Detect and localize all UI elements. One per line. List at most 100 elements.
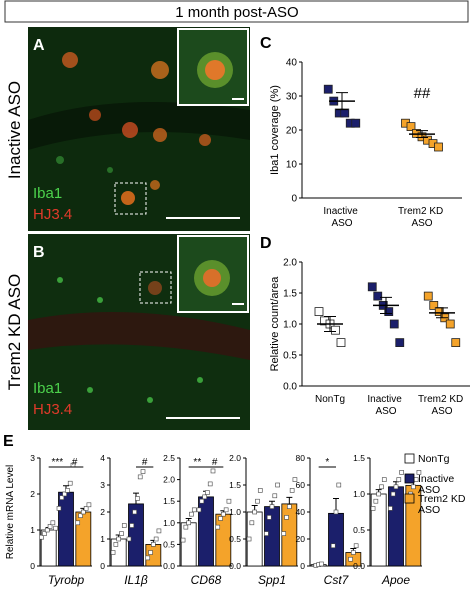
data-point (389, 319, 399, 329)
data-point (218, 516, 223, 521)
y-tick-label: 0.5 (283, 351, 297, 362)
y-tick-label: 40 (296, 507, 306, 517)
y-tick-label: 1.5 (229, 480, 241, 490)
y-tick-label: 4 (100, 453, 105, 463)
legend-swatch (404, 493, 415, 504)
bar (58, 491, 74, 567)
data-point (255, 498, 260, 504)
data-point (353, 543, 359, 549)
panel-letter: B (33, 244, 45, 261)
data-point (50, 520, 56, 526)
bar (328, 512, 344, 567)
error-bar (416, 130, 428, 138)
y-tick-label: 0.0 (353, 561, 365, 571)
data-point (416, 470, 422, 475)
comparison-label: # (72, 457, 78, 468)
legend-swatch (404, 473, 415, 484)
data-point (373, 291, 383, 301)
y-tick-label: 1.5 (353, 453, 365, 463)
data-point (351, 550, 356, 555)
data-point (370, 506, 376, 511)
error-bar (324, 316, 336, 332)
data-point (116, 536, 121, 542)
data-point (384, 307, 394, 317)
data-point (399, 470, 404, 475)
data-point (376, 491, 381, 497)
data-point (44, 527, 50, 533)
row-label: Trem2 KD ASO (5, 274, 24, 391)
y-tick-label: 2.5 (163, 453, 175, 463)
y-tick-label: 0.5 (353, 525, 365, 535)
legend-label: Inactive ASO (418, 473, 457, 496)
y-tick-label: 3 (100, 480, 105, 490)
comparison-label: * (325, 457, 329, 468)
data-point (292, 477, 298, 482)
stain-label: Iba1 (33, 380, 62, 397)
data-point (390, 491, 396, 497)
data-point (191, 507, 197, 513)
data-point (180, 537, 186, 543)
comparison-label: *** (51, 457, 63, 468)
data-point (287, 504, 292, 509)
x-tick-label: Inactive ASO (367, 394, 404, 417)
panel-letter: E (3, 433, 14, 450)
data-point (351, 118, 361, 128)
data-point (81, 509, 86, 515)
y-tick-label: 0.0 (283, 382, 297, 393)
y-tick-label: 60 (296, 480, 306, 490)
gene-label: Cst7 (324, 573, 350, 587)
y-tick-label: 1.0 (229, 507, 241, 517)
comparison-label: # (142, 457, 148, 468)
header-box (4, 0, 469, 23)
data-point (331, 325, 340, 335)
y-tick-label: 2 (100, 507, 105, 517)
data-point (423, 291, 433, 301)
y-tick-label: 1.5 (163, 496, 175, 506)
legend-swatch (404, 453, 415, 464)
data-point (314, 307, 324, 317)
y-tick-label: 1 (100, 534, 105, 544)
data-point (140, 469, 146, 474)
data-point (132, 509, 137, 515)
data-point (275, 482, 280, 488)
y-tick-label: 40 (286, 58, 298, 69)
y-tick-label: 0 (30, 561, 35, 571)
legend-label: NonTg (418, 453, 450, 465)
data-point (207, 481, 213, 487)
data-point (246, 536, 252, 542)
data-point (151, 542, 156, 547)
data-point (183, 524, 189, 530)
data-point (367, 282, 377, 292)
data-point (135, 496, 140, 501)
error-bar (336, 92, 348, 111)
data-point (264, 531, 269, 536)
data-point (249, 520, 255, 526)
error-bar (286, 496, 293, 504)
stain-label: HJ3.4 (33, 401, 72, 418)
data-point (189, 511, 194, 517)
data-point (336, 482, 342, 488)
y-tick-label: 20 (296, 534, 306, 544)
data-point (86, 502, 92, 508)
gene-label: Tyrobp (48, 573, 85, 587)
micrograph-b (28, 234, 250, 430)
data-point (39, 534, 44, 540)
gene-label: IL1β (124, 573, 148, 587)
data-point (129, 523, 135, 528)
error-bar (380, 296, 392, 314)
y-tick-label: 1.0 (353, 489, 365, 499)
data-point (451, 338, 461, 348)
data-point (221, 511, 226, 517)
data-point (434, 142, 443, 152)
data-point (252, 509, 257, 515)
error-bar (436, 307, 448, 319)
y-tick-label: 2 (30, 489, 35, 499)
data-point (406, 122, 416, 131)
data-point (42, 531, 47, 536)
y-tick-label: 2.0 (229, 453, 241, 463)
y-tick-label: 80 (296, 453, 306, 463)
y-tick-label: 0.0 (229, 561, 241, 571)
data-point (148, 550, 153, 555)
micrograph-a (28, 27, 250, 231)
x-tick-label: Trem2 KD ASO (398, 206, 446, 229)
